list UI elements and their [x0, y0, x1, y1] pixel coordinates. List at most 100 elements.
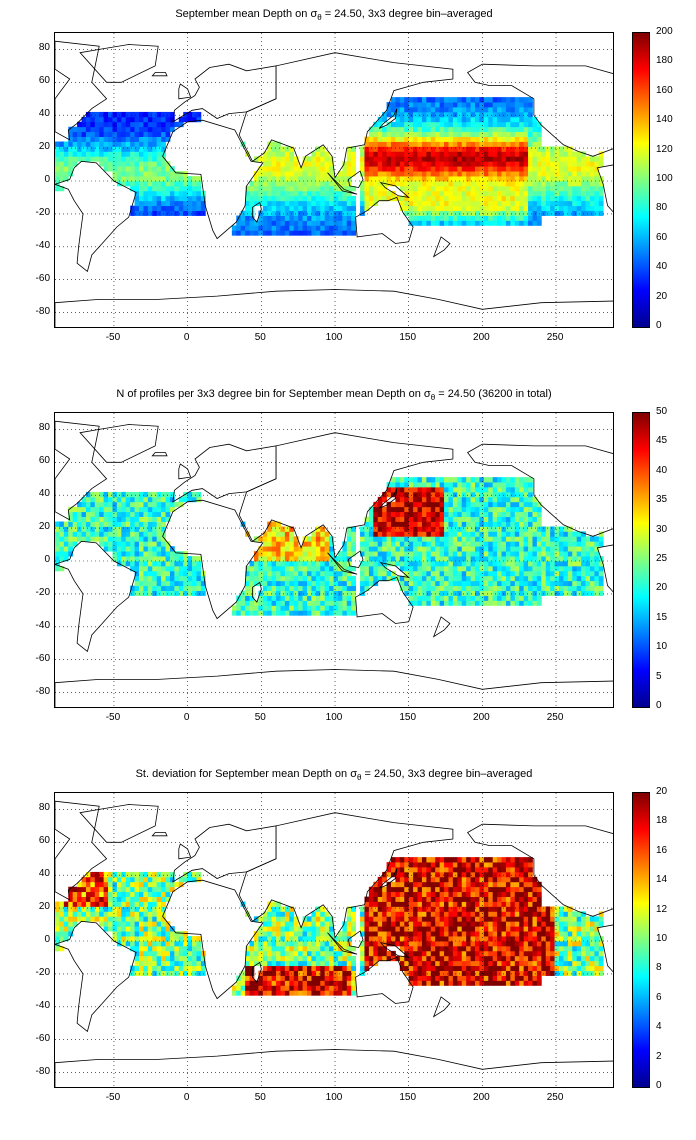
data-cell: [452, 195, 458, 202]
coastline: [162, 499, 264, 620]
data-cell: [461, 131, 467, 137]
data-cell: [329, 561, 334, 567]
data-cell: [483, 546, 489, 552]
data-cell: [85, 156, 91, 162]
data-cell: [373, 556, 379, 562]
data-cell: [284, 556, 290, 562]
data-cell: [364, 556, 370, 562]
data-cell: [342, 546, 348, 552]
data-cell: [262, 990, 268, 996]
data-cell: [430, 516, 436, 522]
data-cell: [116, 886, 122, 893]
data-cell: [267, 556, 273, 562]
data-cell: [368, 926, 374, 932]
data-cell: [563, 585, 569, 591]
data-cell: [143, 121, 149, 128]
data-cell: [293, 960, 299, 967]
data-cell: [147, 516, 153, 522]
data-cell: [532, 526, 538, 532]
data-cell: [289, 146, 295, 152]
data-cell: [426, 107, 432, 113]
data-cell: [523, 126, 529, 133]
data-cell: [169, 886, 175, 893]
data-cell: [293, 161, 299, 167]
data-cell: [253, 985, 259, 991]
data-cell: [589, 585, 595, 591]
data-cell: [103, 111, 109, 118]
data-cell: [408, 111, 414, 118]
data-cell: [488, 116, 494, 123]
data-cell: [267, 565, 273, 572]
data-cell: [417, 210, 423, 216]
data-cell: [448, 195, 454, 202]
data-cell: [589, 166, 595, 172]
data-cell: [315, 580, 321, 587]
data-cell: [598, 181, 604, 187]
data-cell: [413, 146, 418, 152]
data-cell: [134, 965, 140, 971]
data-cell: [324, 575, 330, 582]
data-cell: [501, 181, 507, 187]
data-cell: [267, 965, 273, 971]
data-cell: [483, 200, 489, 207]
data-cell: [156, 590, 162, 596]
data-cell: [165, 131, 171, 137]
data-cell: [174, 551, 180, 557]
data-cell: [426, 141, 432, 147]
data-cell: [444, 546, 449, 552]
data-cell: [470, 171, 476, 177]
data-cell: [311, 975, 317, 981]
data-cell: [68, 146, 74, 152]
data-cell: [161, 190, 166, 197]
data-cell: [147, 185, 153, 192]
data-cell: [386, 146, 392, 152]
data-cell: [417, 487, 423, 493]
data-cell: [63, 166, 69, 172]
data-cell: [545, 565, 551, 572]
data-cell: [112, 521, 118, 527]
data-cell: [143, 205, 149, 211]
data-cell: [497, 131, 502, 137]
data-cell: [444, 190, 449, 197]
data-cell: [63, 916, 69, 922]
data-cell: [103, 876, 109, 883]
data-cell: [514, 556, 520, 562]
data-cell: [139, 151, 144, 157]
data-cell: [413, 156, 418, 162]
data-cell: [581, 585, 586, 591]
data-cell: [510, 595, 516, 601]
data-cell: [475, 561, 480, 567]
data-cell: [368, 916, 374, 922]
data-cell: [112, 916, 118, 922]
data-cell: [536, 156, 542, 162]
data-cell: [147, 526, 153, 532]
data-cell: [532, 585, 538, 591]
data-cell: [311, 575, 317, 582]
data-cell: [413, 131, 418, 137]
data-cell: [448, 156, 454, 162]
data-cell: [413, 190, 418, 197]
data-cell: [134, 906, 140, 912]
data-cell: [55, 141, 60, 147]
data-cell: [284, 955, 290, 962]
data-cell: [271, 205, 277, 211]
data-cell: [337, 585, 343, 591]
data-cell: [320, 205, 326, 211]
data-cell: [501, 151, 507, 157]
data-cell: [550, 185, 555, 192]
data-cell: [178, 496, 184, 503]
data-cell: [161, 916, 166, 922]
data-cell: [284, 181, 290, 187]
data-cell: [470, 511, 476, 517]
data-cell: [510, 501, 516, 508]
data-cell: [594, 556, 600, 562]
data-cell: [426, 526, 432, 532]
data-cell: [589, 561, 595, 567]
data-cell: [121, 561, 127, 567]
data-cell: [505, 575, 511, 582]
data-cell: [77, 901, 82, 907]
data-cell: [386, 141, 392, 147]
data-cell: [262, 546, 268, 552]
data-cell: [452, 482, 458, 488]
data-cell: [103, 496, 109, 503]
